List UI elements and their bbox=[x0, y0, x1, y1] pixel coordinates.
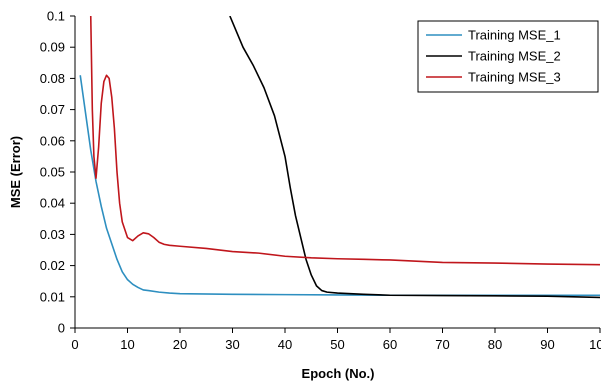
y-tick-label: 0.03 bbox=[40, 227, 65, 242]
x-tick-label: 90 bbox=[540, 337, 554, 352]
series-lines bbox=[79, 16, 600, 299]
y-tick-label: 0.06 bbox=[40, 133, 65, 148]
legend: Training MSE_1 Training MSE_2 Training MSE… bbox=[417, 20, 599, 93]
x-tick-label: 40 bbox=[278, 337, 292, 352]
x-axis-title: Epoch (No.) bbox=[302, 366, 375, 381]
y-tick-label: 0.05 bbox=[40, 165, 65, 180]
y-axis-title: MSE (Error) bbox=[8, 136, 23, 208]
axes: 0 0.01 0.02 0.03 0.04 0.05 0.06 0.07 0.08 0.09 0.1… bbox=[40, 9, 601, 353]
x-tick-label: 10 bbox=[120, 337, 134, 352]
y-tick-label: 0.07 bbox=[40, 102, 65, 117]
y-tick-label: 0.02 bbox=[40, 258, 65, 273]
legend-label-1: Training MSE_1 bbox=[468, 28, 561, 43]
x-tick-label: 80 bbox=[488, 337, 502, 352]
y-tick-label: 0.08 bbox=[40, 71, 65, 86]
y-tick-label: 0.1 bbox=[47, 9, 65, 24]
legend-label-2: Training MSE_2 bbox=[468, 49, 561, 64]
x-tick-label: 20 bbox=[173, 337, 187, 352]
y-tick-label: 0.01 bbox=[40, 289, 65, 304]
x-tick-label: 70 bbox=[435, 337, 449, 352]
x-tick-label: 100 bbox=[589, 337, 601, 352]
y-tick-label: 0.04 bbox=[40, 196, 65, 211]
x-tick-label: 0 bbox=[71, 337, 78, 352]
x-tick-label: 30 bbox=[225, 337, 239, 352]
y-tick-label: 0.09 bbox=[40, 40, 65, 55]
y-tick-label: 0 bbox=[58, 321, 65, 336]
legend-label-3: Training MSE_3 bbox=[468, 70, 561, 85]
series-line-1 bbox=[79, 75, 600, 297]
series-line-2 bbox=[229, 16, 600, 299]
x-tick-label: 60 bbox=[383, 337, 397, 352]
series-line-3 bbox=[89, 16, 600, 266]
x-tick-label: 50 bbox=[330, 337, 344, 352]
